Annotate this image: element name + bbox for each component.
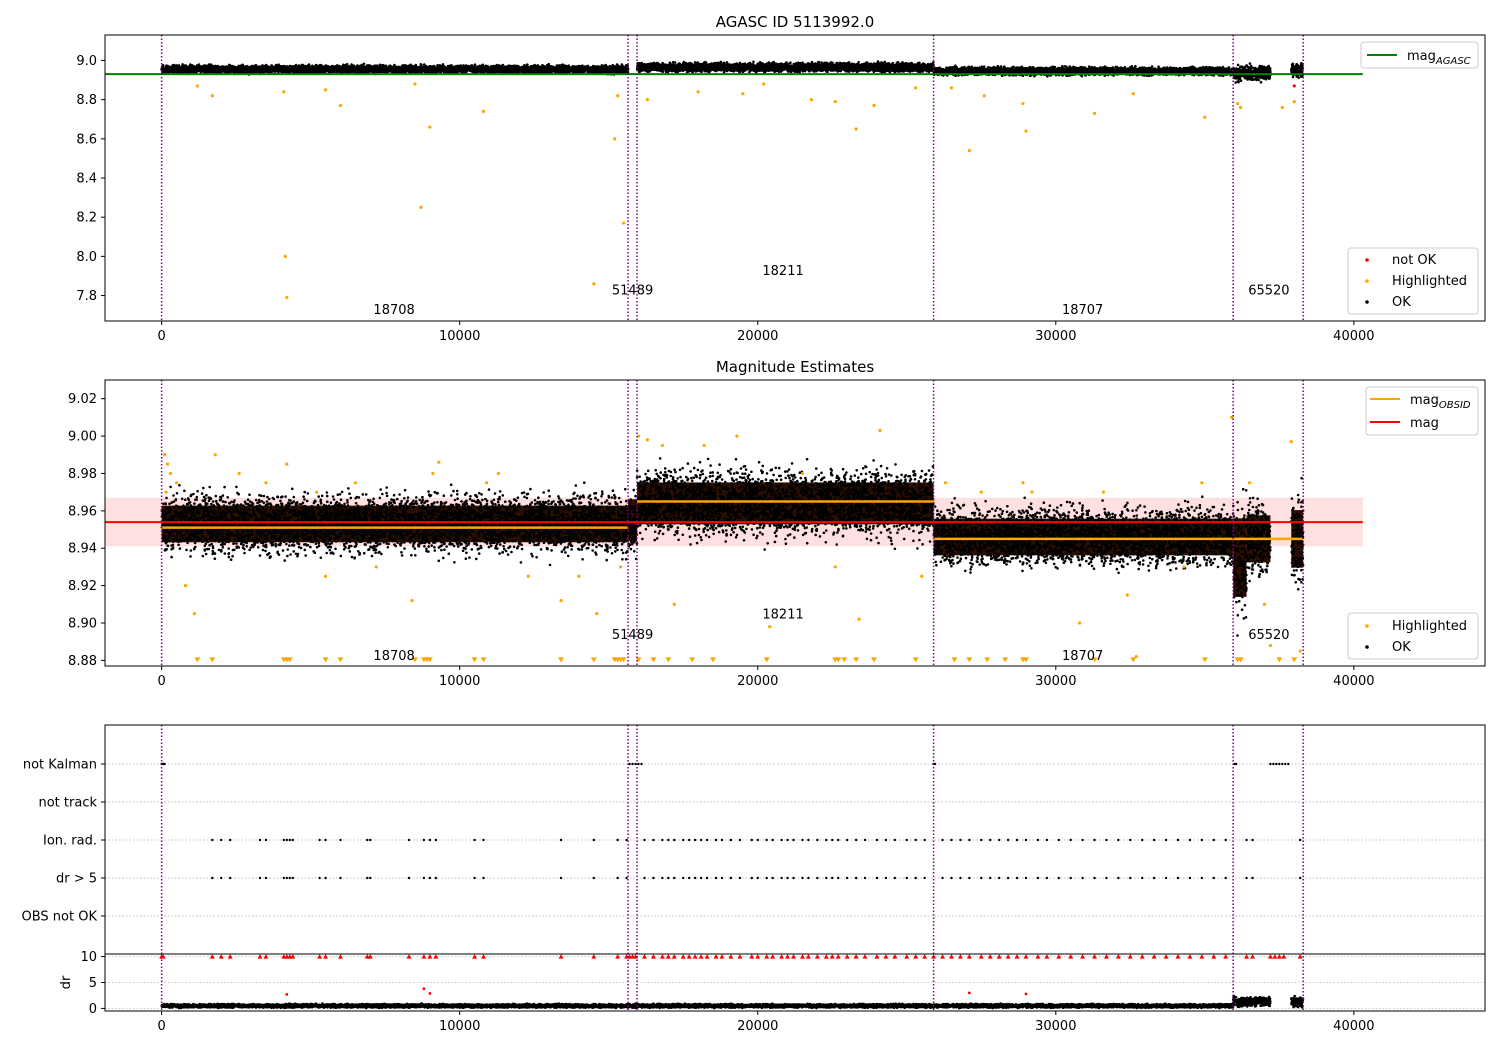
ok-point	[198, 63, 201, 66]
ok-point	[621, 68, 624, 71]
ok-point	[580, 65, 583, 68]
ok-point	[351, 71, 354, 74]
ok-point	[350, 63, 353, 66]
ok-point	[411, 67, 414, 70]
ok-point	[236, 66, 239, 69]
ok-point	[492, 67, 495, 70]
ok-point	[197, 70, 200, 73]
ok-point	[498, 64, 501, 67]
ok-point	[297, 67, 300, 70]
ok-point	[189, 63, 192, 66]
ok-point	[191, 70, 194, 73]
ok-point	[318, 69, 321, 72]
ok-point	[549, 70, 552, 73]
ok-point	[249, 67, 252, 70]
ok-point	[261, 64, 264, 67]
ok-point	[479, 65, 482, 68]
ok-point	[296, 71, 299, 74]
ok-point	[612, 64, 615, 67]
agasc-panel: AGASC ID 5113992.0 187085148918211187076…	[76, 13, 1485, 344]
ok-point	[556, 64, 559, 67]
ok-point	[214, 68, 217, 71]
ok-point	[432, 65, 435, 68]
ok-point	[545, 71, 548, 74]
ok-point	[558, 69, 561, 72]
ok-point	[320, 65, 323, 68]
ok-point	[621, 63, 624, 66]
ok-point	[490, 67, 493, 70]
ok-point	[408, 65, 411, 68]
ok-point	[617, 66, 620, 69]
ok-point	[490, 69, 493, 72]
ok-point	[424, 65, 427, 68]
ok-point	[292, 65, 295, 68]
ok-point	[432, 70, 435, 73]
ok-point	[459, 69, 462, 72]
ok-point	[299, 70, 302, 73]
ok-point	[453, 66, 456, 69]
ok-point	[230, 68, 233, 71]
ok-point	[530, 66, 533, 69]
ok-point	[413, 69, 416, 72]
ok-point	[165, 64, 168, 67]
ok-point	[181, 63, 184, 66]
ok-point	[237, 69, 240, 72]
ok-point	[251, 65, 254, 68]
ok-point	[234, 69, 237, 72]
figure: AGASC ID 5113992.0 187085148918211187076…	[0, 0, 1500, 1050]
ok-point	[305, 71, 308, 74]
ok-point	[210, 63, 213, 66]
ok-point	[583, 70, 586, 73]
ok-point	[382, 64, 385, 67]
ok-point	[518, 71, 521, 74]
ok-point	[345, 63, 348, 66]
ok-point	[233, 66, 236, 69]
ok-point	[570, 68, 573, 71]
ok-point	[439, 64, 442, 67]
ok-point	[464, 70, 467, 73]
ok-point	[464, 66, 467, 69]
ok-point	[336, 64, 339, 67]
ok-point	[608, 69, 611, 72]
ok-point	[209, 71, 212, 74]
ok-point	[309, 68, 312, 71]
ok-point	[358, 65, 361, 68]
ok-point	[501, 66, 504, 69]
ok-point	[396, 66, 399, 69]
ok-point	[510, 65, 513, 68]
ok-point	[311, 68, 314, 71]
ok-point	[467, 65, 470, 68]
ok-point	[472, 71, 475, 74]
agasc-panel-title: AGASC ID 5113992.0	[716, 13, 875, 31]
ok-point	[390, 65, 393, 68]
ok-point	[604, 70, 607, 73]
ok-point	[371, 71, 374, 74]
ok-point	[430, 67, 433, 70]
ok-point	[270, 66, 273, 69]
